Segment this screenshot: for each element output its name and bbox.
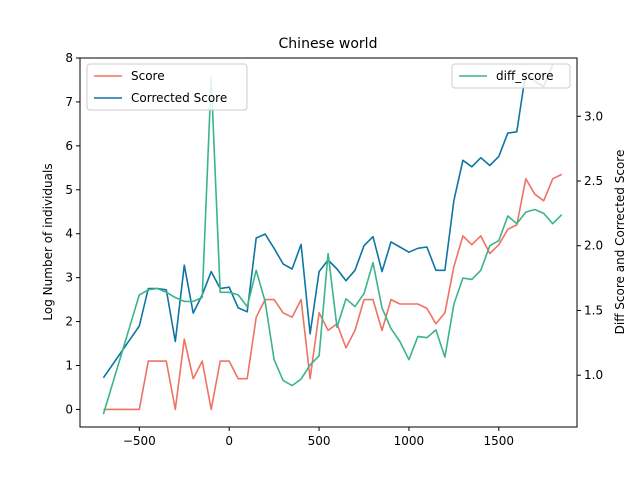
y-axis-label-right: Diff Score and Corrected Score	[613, 150, 627, 335]
y-tick-label-right: 2.5	[584, 174, 603, 188]
legend-left-box	[86, 63, 248, 111]
series-line-score	[103, 173, 563, 411]
series-layer	[102, 64, 563, 415]
y-tick-label-left: 5	[65, 183, 73, 197]
y-tick-label-right: 1.5	[584, 303, 603, 317]
y-axis-label-left: Log Number of individuals	[41, 163, 55, 320]
series-line-diff-score	[102, 76, 563, 415]
legend-label-corrected-score: Corrected Score	[131, 91, 227, 105]
y-tick-label-right: 3.0	[584, 109, 603, 123]
legend-label-score: Score	[131, 69, 165, 83]
legend-left: Score Corrected Score	[86, 63, 248, 111]
y-tick-label-right: 1.0	[584, 368, 603, 382]
plot-frame	[79, 57, 578, 428]
x-tick-label: 500	[308, 434, 331, 448]
legend-label-diff-score: diff_score	[496, 69, 553, 83]
y-tick-label-left: 1	[65, 359, 73, 373]
x-tick-label: 0	[225, 434, 233, 448]
y-tick-label-left: 0	[65, 402, 73, 416]
x-tick-label: 1000	[394, 434, 425, 448]
y-tick-label-left: 8	[65, 51, 73, 65]
y-tick-label-left: 4	[65, 227, 73, 241]
y-tick-label-left: 6	[65, 139, 73, 153]
x-tick-label: 1500	[484, 434, 515, 448]
legend-right-box	[451, 63, 571, 89]
y-tick-label-right: 2.0	[584, 239, 603, 253]
y-tick-label-left: 7	[65, 95, 73, 109]
chart-title: Chinese world	[279, 36, 378, 52]
legend-right: diff_score	[451, 63, 571, 89]
x-tick-label: −500	[123, 434, 156, 448]
y-tick-label-left: 2	[65, 315, 73, 329]
axis-layer: −500 0 500 1000 1500 0 1 2 3 4 5 6 7 8 1.0 1.5 2.0 2.5 3.0	[65, 51, 603, 448]
y-tick-label-left: 3	[65, 271, 73, 285]
